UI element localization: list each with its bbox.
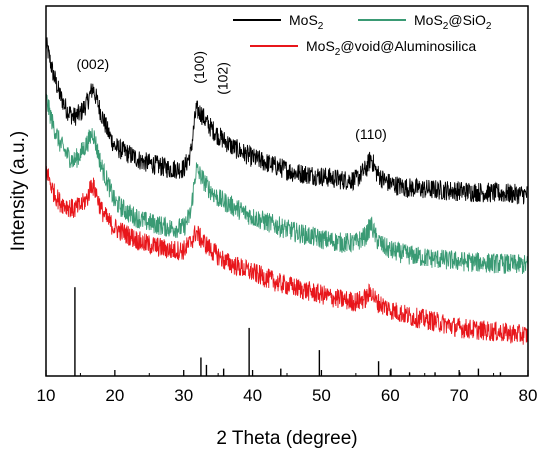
series-line-2 — [45, 165, 529, 345]
peak-annotation: (002) — [76, 56, 109, 72]
series-layer — [45, 37, 529, 345]
x-ticks: 10 20 30 40 50 60 70 80 — [37, 370, 538, 405]
x-tick-label: 60 — [381, 386, 400, 405]
peak-annotations: (002) (100) (102) (110) — [76, 51, 386, 142]
peak-annotation: (100) — [191, 51, 207, 84]
series-line-1 — [45, 93, 529, 274]
legend-label: MoS2@void@Aluminosilica — [306, 38, 476, 58]
x-tick-label: 80 — [519, 386, 538, 405]
x-tick-label: 30 — [174, 386, 193, 405]
legend-label: MoS2 — [289, 12, 324, 32]
x-tick-label: 50 — [312, 386, 331, 405]
x-tick-label: 10 — [37, 386, 56, 405]
x-axis-title: 2 Theta (degree) — [216, 428, 357, 449]
peak-annotation: (102) — [214, 62, 230, 95]
x-tick-label: 40 — [243, 386, 262, 405]
reference-sticks — [74, 287, 502, 376]
legend: MoS2 MoS2@SiO2 MoS2@void@Aluminosilica — [233, 12, 492, 58]
x-tick-label: 20 — [105, 386, 124, 405]
peak-annotation: (110) — [355, 126, 387, 142]
legend-label: MoS2@SiO2 — [414, 12, 492, 32]
x-tick-label: 70 — [450, 386, 469, 405]
series-line-0 — [45, 37, 529, 205]
y-axis-title: Intensity (a.u.) — [8, 131, 29, 251]
